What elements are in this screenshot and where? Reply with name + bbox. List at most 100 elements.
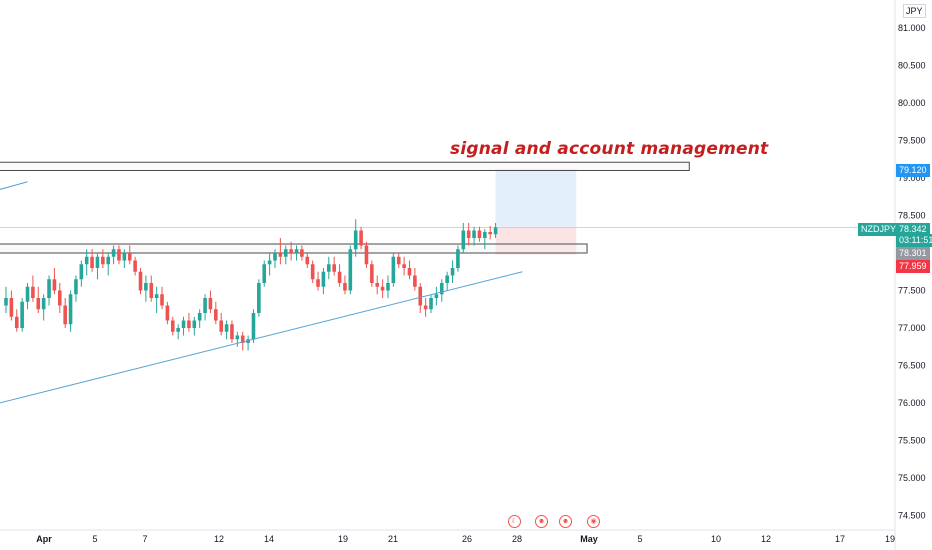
candle: [14, 309, 19, 332]
candle: [181, 316, 186, 336]
candle-body: [262, 264, 267, 283]
candle: [219, 313, 223, 336]
candle: [445, 271, 449, 291]
x-tick-label: 7: [142, 534, 147, 544]
candle-body: [267, 260, 272, 265]
candle-body: [439, 283, 444, 295]
candle-body: [370, 264, 374, 283]
sl-level-tag[interactable]: 77.959: [896, 260, 930, 273]
candle-body: [445, 275, 449, 283]
candle: [348, 245, 353, 295]
candle: [488, 226, 492, 240]
event-2-icon[interactable]: ☻: [535, 515, 548, 528]
candle: [84, 249, 89, 276]
candle-body: [47, 279, 51, 298]
candle: [235, 331, 240, 347]
x-tick-label: 19: [338, 534, 348, 544]
candle: [283, 245, 288, 265]
candle-body: [343, 283, 347, 291]
candle: [316, 271, 320, 291]
candle-body: [63, 305, 67, 325]
candle: [95, 253, 100, 280]
candle: [273, 249, 277, 268]
event-3-icon[interactable]: ☻: [559, 515, 572, 528]
candle-body: [160, 294, 164, 306]
candle-body: [25, 286, 30, 302]
candle-body: [154, 294, 159, 298]
candle: [52, 268, 57, 295]
symbol-tag[interactable]: NZDJPY: [858, 223, 900, 236]
candle-body: [36, 298, 41, 310]
candle-body: [214, 309, 218, 321]
candle: [364, 241, 369, 268]
candle: [149, 275, 154, 302]
candle: [251, 309, 256, 343]
candles-layer: [4, 219, 498, 351]
candle: [380, 279, 385, 298]
candle-body: [380, 286, 385, 291]
y-tick-label: 76.000: [898, 398, 926, 408]
candle: [246, 335, 250, 351]
candle-body: [278, 253, 283, 257]
candle-body: [472, 230, 476, 238]
candle: [407, 260, 412, 280]
candle: [493, 223, 498, 238]
last-price-tag[interactable]: 78.342: [896, 223, 930, 236]
candle: [101, 249, 105, 268]
x-tick-label: 19: [885, 534, 895, 544]
candle-body: [418, 286, 423, 306]
time-axis[interactable]: Apr 5 7 12 14 19 21 26 28 May 5 10 12 17 19: [36, 534, 895, 544]
candle: [327, 256, 331, 280]
event-4-icon[interactable]: ◉: [587, 515, 600, 528]
candle-body: [413, 275, 417, 287]
candle: [9, 290, 14, 321]
candle: [472, 226, 476, 246]
candle-body: [240, 335, 245, 343]
candle: [203, 294, 207, 321]
candle: [375, 275, 380, 295]
candle: [41, 294, 46, 321]
x-tick-label: 28: [512, 534, 522, 544]
y-tick-label: 75.000: [898, 473, 926, 483]
candle-body: [434, 294, 439, 298]
y-tick-label: 77.000: [898, 323, 926, 333]
candle-body: [170, 320, 175, 332]
candle-body: [79, 264, 84, 280]
candle-body: [300, 249, 304, 257]
countdown-tag[interactable]: 03:11:51: [896, 234, 932, 247]
zones-layer: [0, 161, 895, 255]
candle: [20, 298, 24, 332]
event-1-icon[interactable]: ☾: [508, 515, 521, 528]
candle-body: [4, 298, 8, 306]
candle-body: [219, 320, 223, 332]
candle-body: [305, 256, 310, 265]
candle: [25, 283, 30, 310]
candle: [483, 229, 487, 250]
candle: [278, 238, 283, 265]
candle: [224, 320, 229, 340]
candle: [138, 268, 143, 295]
candle-body: [117, 249, 121, 261]
candle: [111, 245, 116, 265]
candle-body: [20, 301, 24, 328]
candle-body: [310, 264, 315, 280]
candle: [391, 253, 396, 287]
y-tick-label: 76.500: [898, 361, 926, 371]
tp-level-tag[interactable]: 79.120: [896, 164, 930, 177]
candle: [230, 320, 234, 343]
x-tick-label: 14: [264, 534, 274, 544]
y-tick-label: 80.500: [898, 61, 926, 71]
candle-body: [58, 290, 62, 306]
candle-body: [203, 298, 207, 313]
candle: [127, 245, 132, 265]
candle: [300, 245, 304, 261]
candle-body: [402, 264, 406, 268]
candle: [262, 260, 267, 287]
trendline: [0, 181, 28, 190]
candle: [144, 275, 148, 302]
candle: [79, 260, 84, 287]
entry-level-tag[interactable]: 78.301: [896, 247, 930, 260]
currency-label[interactable]: JPY: [903, 4, 926, 18]
support-zone: [0, 243, 588, 254]
